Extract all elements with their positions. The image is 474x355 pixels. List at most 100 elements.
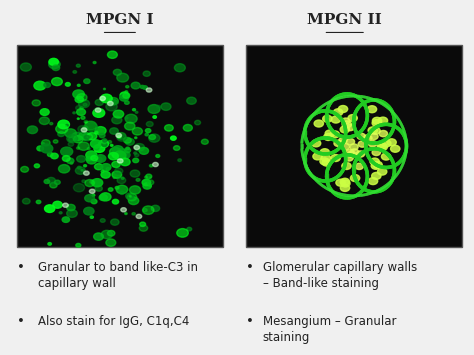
Circle shape bbox=[367, 106, 377, 113]
Circle shape bbox=[78, 142, 89, 151]
Circle shape bbox=[149, 185, 151, 187]
Circle shape bbox=[20, 63, 31, 71]
Circle shape bbox=[101, 171, 110, 178]
Circle shape bbox=[320, 158, 329, 165]
Circle shape bbox=[109, 98, 118, 104]
Circle shape bbox=[119, 151, 130, 159]
Circle shape bbox=[95, 186, 102, 191]
Circle shape bbox=[143, 208, 147, 212]
Circle shape bbox=[100, 96, 105, 100]
Circle shape bbox=[350, 144, 358, 150]
Circle shape bbox=[49, 58, 58, 65]
Circle shape bbox=[86, 156, 97, 164]
Circle shape bbox=[149, 177, 151, 178]
Circle shape bbox=[21, 166, 28, 172]
Text: MPGN I: MPGN I bbox=[86, 13, 154, 27]
FancyBboxPatch shape bbox=[246, 45, 462, 247]
Circle shape bbox=[368, 178, 378, 185]
Circle shape bbox=[113, 153, 118, 158]
Circle shape bbox=[90, 180, 95, 184]
Circle shape bbox=[371, 162, 381, 169]
Circle shape bbox=[143, 206, 154, 214]
Circle shape bbox=[114, 151, 126, 160]
Circle shape bbox=[95, 131, 98, 134]
Circle shape bbox=[49, 60, 60, 69]
Circle shape bbox=[120, 191, 124, 195]
Circle shape bbox=[70, 162, 73, 164]
Circle shape bbox=[65, 82, 70, 86]
Circle shape bbox=[346, 138, 355, 145]
Circle shape bbox=[132, 127, 143, 135]
Circle shape bbox=[320, 149, 329, 156]
Circle shape bbox=[142, 179, 151, 186]
Circle shape bbox=[42, 143, 45, 145]
Circle shape bbox=[100, 219, 105, 222]
Circle shape bbox=[94, 233, 103, 240]
Circle shape bbox=[347, 151, 356, 158]
Circle shape bbox=[82, 180, 86, 182]
Circle shape bbox=[123, 93, 130, 98]
Circle shape bbox=[112, 200, 118, 204]
Circle shape bbox=[350, 149, 359, 155]
Circle shape bbox=[140, 85, 145, 88]
Circle shape bbox=[77, 84, 80, 86]
Circle shape bbox=[161, 103, 171, 110]
Circle shape bbox=[58, 131, 64, 137]
Circle shape bbox=[143, 183, 151, 189]
Circle shape bbox=[27, 126, 37, 133]
Circle shape bbox=[39, 117, 49, 125]
Circle shape bbox=[340, 126, 349, 133]
Circle shape bbox=[62, 217, 70, 223]
Circle shape bbox=[346, 149, 354, 156]
Circle shape bbox=[65, 129, 76, 137]
Circle shape bbox=[368, 127, 377, 134]
Circle shape bbox=[76, 64, 80, 67]
Circle shape bbox=[334, 140, 342, 147]
Text: Also stain for IgG, C1q,C4: Also stain for IgG, C1q,C4 bbox=[38, 315, 189, 328]
Circle shape bbox=[106, 239, 116, 246]
Circle shape bbox=[83, 171, 89, 175]
Circle shape bbox=[126, 147, 129, 150]
Circle shape bbox=[73, 90, 84, 98]
Circle shape bbox=[67, 209, 77, 217]
Circle shape bbox=[125, 138, 134, 145]
Circle shape bbox=[83, 165, 87, 167]
Circle shape bbox=[48, 242, 52, 245]
Circle shape bbox=[103, 88, 105, 90]
Circle shape bbox=[143, 86, 147, 89]
Circle shape bbox=[339, 137, 347, 144]
Circle shape bbox=[125, 117, 128, 119]
Circle shape bbox=[379, 131, 388, 137]
Text: •: • bbox=[246, 261, 254, 274]
Circle shape bbox=[56, 124, 68, 133]
Circle shape bbox=[126, 193, 134, 199]
Circle shape bbox=[52, 78, 63, 86]
Circle shape bbox=[143, 71, 150, 76]
Circle shape bbox=[50, 182, 57, 188]
Circle shape bbox=[134, 146, 139, 149]
Circle shape bbox=[95, 99, 103, 105]
Circle shape bbox=[146, 121, 153, 127]
Circle shape bbox=[106, 168, 110, 170]
Circle shape bbox=[125, 114, 137, 123]
Circle shape bbox=[164, 125, 173, 131]
Circle shape bbox=[129, 186, 140, 194]
Circle shape bbox=[50, 122, 53, 125]
Circle shape bbox=[377, 142, 386, 149]
Circle shape bbox=[108, 230, 115, 236]
Circle shape bbox=[108, 102, 113, 106]
Circle shape bbox=[93, 61, 96, 64]
Circle shape bbox=[113, 177, 115, 179]
Circle shape bbox=[323, 115, 332, 122]
Circle shape bbox=[92, 179, 103, 187]
Circle shape bbox=[331, 154, 340, 162]
Circle shape bbox=[368, 141, 377, 147]
Circle shape bbox=[93, 109, 105, 118]
Circle shape bbox=[173, 146, 180, 151]
Circle shape bbox=[53, 140, 58, 143]
Circle shape bbox=[341, 143, 350, 150]
Circle shape bbox=[67, 204, 75, 211]
Circle shape bbox=[77, 155, 86, 162]
Circle shape bbox=[59, 212, 62, 214]
Circle shape bbox=[133, 109, 136, 111]
